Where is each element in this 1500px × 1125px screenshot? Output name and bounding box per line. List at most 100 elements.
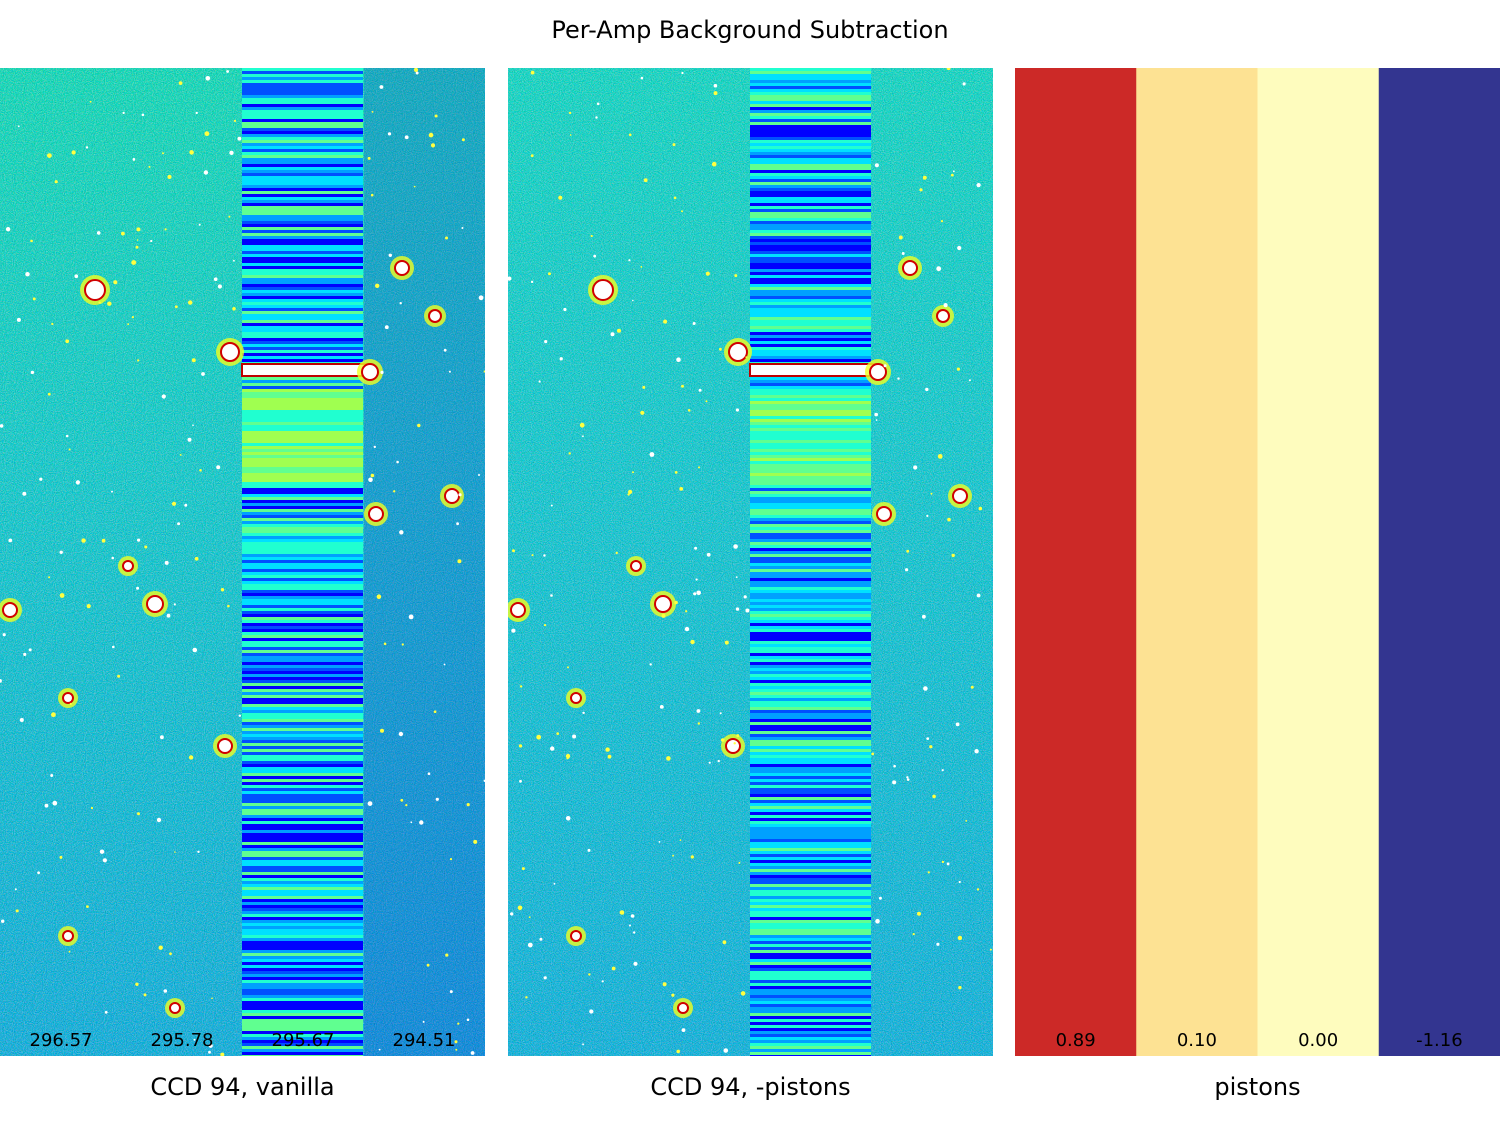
faint-star [179,454,182,456]
faint-star [205,76,211,81]
faint-star [539,937,543,941]
faint-star [0,424,4,428]
bleed-stripe [750,908,871,911]
faint-star [672,854,674,857]
faint-star [376,594,382,599]
bleed-stripe [750,464,871,467]
bleed-stripe [242,608,363,611]
faint-star [974,749,979,754]
bleed-stripe [750,1034,871,1037]
bleed-stripe [242,539,363,542]
bleed-stripe [242,917,363,920]
star [876,506,892,522]
bleed-stripe [242,452,363,455]
bleed-stripe [242,440,363,443]
faint-star [968,379,971,382]
bleed-stripe [750,284,871,287]
faint-star [713,83,718,88]
bleed-stripe [242,521,363,524]
faint-star [568,452,571,455]
bleed-stripe [750,662,871,665]
faint-star [227,604,230,608]
bleed-stripe [242,503,363,506]
bleed-stripe [242,293,363,296]
faint-star [430,143,436,148]
bleed-stripe [242,995,363,998]
faint-star [59,855,63,859]
faint-star [380,370,384,374]
piston-value-labels: 0.89 0.10 0.00 -1.16 [1056,1030,1463,1051]
faint-star [89,100,92,103]
bleed-stripe [750,953,871,956]
bleed-stripe [242,1013,363,1016]
faint-star [596,102,600,106]
faint-star [375,283,380,288]
faint-star [457,1022,460,1025]
faint-star [913,465,918,470]
faint-star [976,888,980,891]
faint-star [174,851,176,853]
bleed-stripe [750,386,871,389]
bleed-stripe [242,236,363,239]
faint-star [696,709,701,713]
bleed-stripe [750,302,871,305]
faint-star [517,905,523,911]
bleed-stripe [242,353,363,356]
bleed-stripe [242,860,363,863]
faint-star [54,180,58,184]
faint-star [976,183,981,188]
bleed-stripe [242,875,363,878]
bleed-stripe [750,341,871,344]
bleed-stripe [242,359,363,362]
bleed-stripe [750,1001,871,1004]
bleed-stripe [242,263,363,266]
bleed-stripe [750,95,871,98]
bleed-stripe [750,1052,871,1055]
faint-star [878,896,882,900]
bleed-stripe [242,419,363,422]
bleed-stripe [750,854,871,857]
bleed-stripe [750,317,871,320]
bleed-stripe [750,98,871,101]
bleed-stripe [242,224,363,227]
bleed-stripe [750,728,871,731]
faint-star [593,254,597,258]
faint-star [483,370,485,373]
bleed-stripe [242,770,363,773]
bleed-stripe [750,785,871,788]
faint-star [711,161,717,167]
bleed-stripe [750,407,871,410]
faint-star [563,307,567,312]
bleed-stripe [242,272,363,275]
bleed-stripe [242,1055,363,1056]
bleed-stripe [242,254,363,257]
faint-star [111,556,114,560]
faint-star [217,284,222,289]
faint-star [81,538,86,543]
bleed-stripe [750,884,871,887]
faint-star [594,277,597,279]
star [936,309,950,323]
faint-star [950,173,954,177]
faint-star [191,358,196,363]
bleed-column-stripes [749,68,879,1056]
figure-title: Per-Amp Background Subtraction [551,16,949,44]
bleed-stripe [242,509,363,512]
faint-star [59,593,65,598]
bleed-stripe [242,113,363,116]
bleed-stripe [750,938,871,941]
faint-star [978,506,983,511]
bleed-stripe [242,152,363,155]
amp-value-4: 294.51 [393,1030,456,1051]
faint-star [530,70,535,75]
faint-star [65,339,70,344]
bleed-stripe [750,920,871,923]
ccd-pistons-panel [508,68,993,1056]
bleed-stripe [242,851,363,854]
bleed-stripe [750,881,871,884]
bleed-stripe [750,122,871,125]
faint-star [695,578,698,581]
bleed-stripe [242,983,363,986]
bleed-stripe [750,878,871,881]
bleed-stripe [242,83,363,86]
